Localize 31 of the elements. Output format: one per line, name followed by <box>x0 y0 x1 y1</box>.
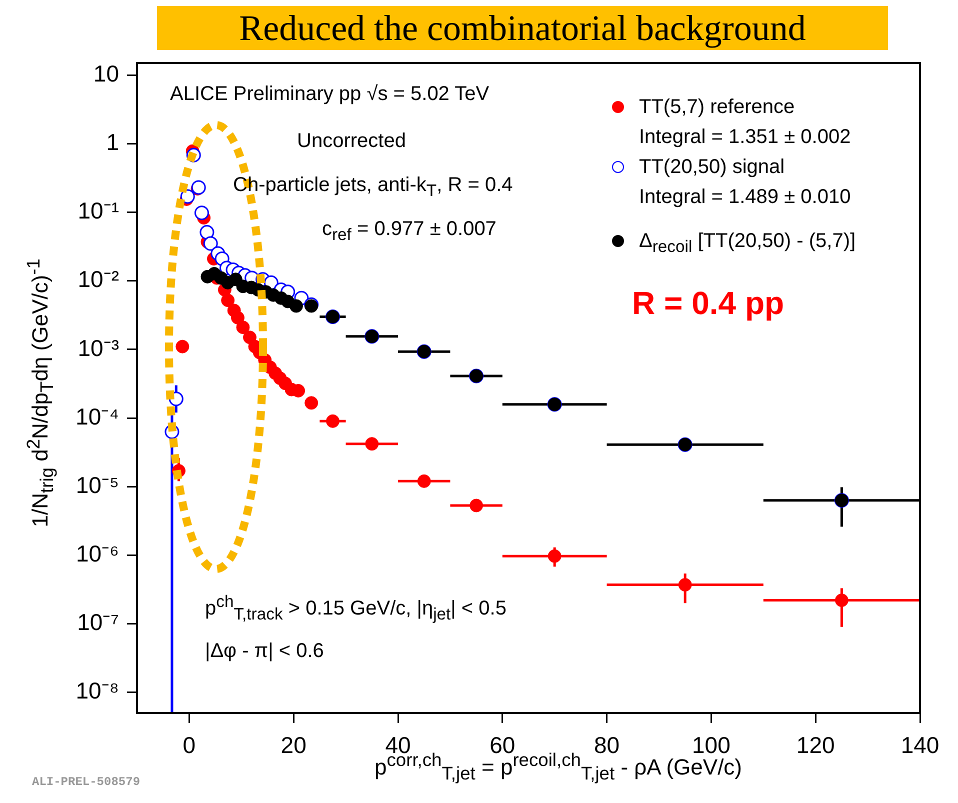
x-tick-label: 60 <box>490 732 516 758</box>
annotation: Uncorrected <box>297 130 406 152</box>
y-tick-label: 10⁻⁷ <box>77 609 119 636</box>
annotation: c$_{ref}$ = 0.977 ± 0.007 <box>322 218 496 244</box>
legend-label: Δ$_{recoil}$ [TT(20,50) - (5,7)] <box>639 230 856 256</box>
y-tick-label: 10⁻³ <box>78 334 120 361</box>
x-tick-label: 100 <box>692 732 730 758</box>
y-tick-label: 10⁻⁶ <box>76 540 119 567</box>
y-tick-label: 10⁻⁵ <box>76 472 119 498</box>
y-tick-label: 10⁻⁸ <box>76 678 119 704</box>
chart-title: Reduced the combinatorial background <box>157 6 888 50</box>
y-tick-label: 10 <box>93 60 119 86</box>
x-tick-label: 0 <box>182 732 196 758</box>
y-tick-label: 1 <box>106 129 119 156</box>
text: ALI-PREL-508579 <box>32 775 140 790</box>
x-tick-label: 120 <box>796 732 835 758</box>
annotation: ALICE Preliminary pp √s = 5.02 TeV <box>170 83 490 105</box>
annotation: R = 0.4 pp <box>632 285 784 322</box>
y-tick-label: 10⁻¹ <box>78 198 120 224</box>
annotation: Ch-particle jets, anti-k$_{T}$, R = 0.4 <box>233 174 513 200</box>
annotation: Integral = 1.489 ± 0.010 <box>638 185 852 210</box>
annotation: Integral = 1.351 ± 0.002 <box>638 125 852 150</box>
x-tick-label: 20 <box>280 732 306 758</box>
x-tick-label: 140 <box>900 732 940 758</box>
y-tick-label: 10⁻² <box>78 266 120 292</box>
legend-label: TT(5,7) reference <box>639 96 795 118</box>
annotation: p$^{ch}$$_{T,track}$ > 0.15 GeV/c, |η$_{jet}$| < 0.5 <box>205 592 506 624</box>
annotation: |Δφ - π| < 0.6 <box>205 640 324 662</box>
y-tick-label: 10⁻⁴ <box>76 403 119 430</box>
x-tick-label: 80 <box>594 732 620 758</box>
legend-label: TT(20,50) signal <box>639 156 785 178</box>
